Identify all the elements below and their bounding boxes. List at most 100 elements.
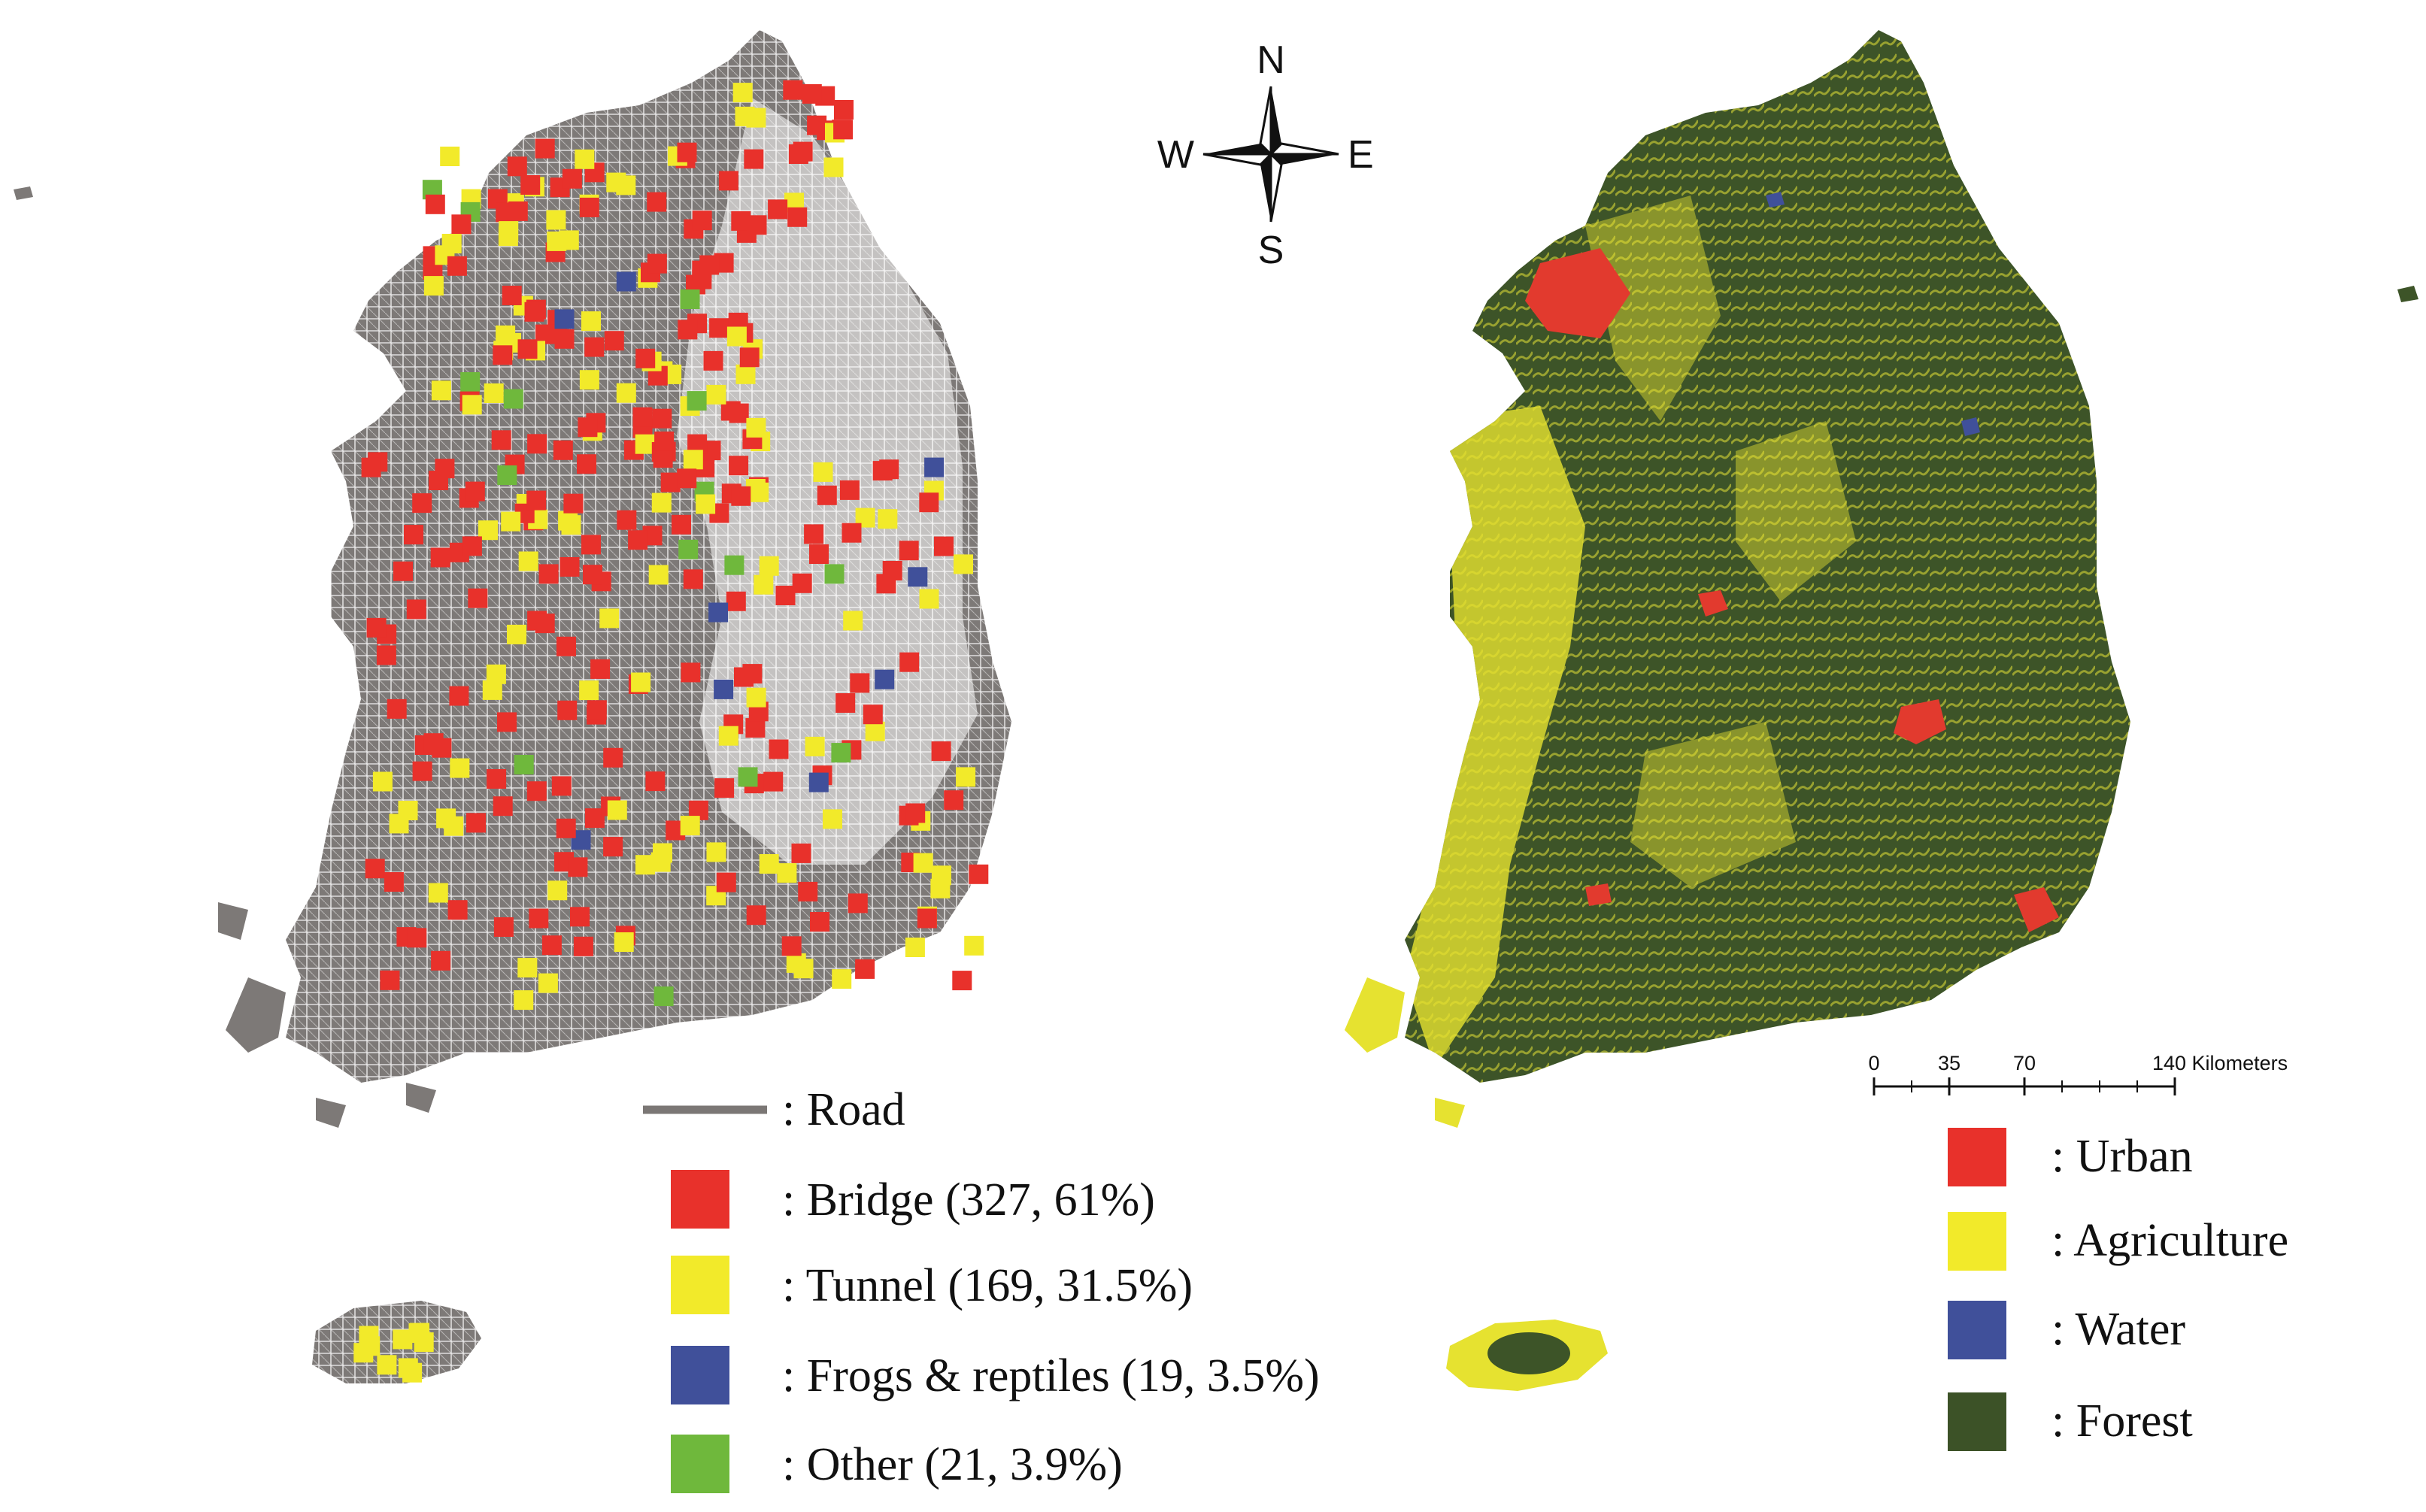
legend-tunnel-swatch	[671, 1256, 729, 1314]
legend-forest-swatch	[1948, 1392, 2006, 1451]
bridge-marker	[524, 301, 544, 322]
bridge-marker	[553, 440, 573, 460]
compass-label-west: W	[1157, 133, 1194, 177]
tunnel-marker	[683, 450, 703, 470]
tunnel-marker	[653, 843, 672, 863]
tunnel-marker	[441, 234, 462, 253]
tunnel-marker	[823, 809, 842, 829]
legend-water-swatch	[1948, 1301, 2006, 1359]
tunnel-marker	[706, 384, 726, 405]
bridge-marker	[551, 776, 572, 796]
legend-bridge-label: : Bridge (327, 61%)	[782, 1174, 1155, 1226]
right-map-land-cover	[1345, 30, 2418, 1391]
bridge-marker	[361, 457, 381, 477]
bridge-marker	[366, 617, 387, 638]
bridge-marker	[447, 900, 468, 920]
bridge-marker	[468, 588, 488, 608]
bridge-marker	[432, 738, 452, 758]
western-islands	[218, 902, 436, 1128]
tunnel-marker	[956, 767, 976, 787]
bridge-marker	[449, 686, 469, 706]
small-island-west	[14, 186, 33, 200]
bridge-marker	[917, 908, 937, 929]
legend-urban-label: : Urban	[2051, 1131, 2193, 1182]
tunnel-marker	[905, 938, 925, 957]
bridge-marker	[652, 408, 672, 429]
other-marker	[678, 539, 699, 559]
tunnel-marker	[607, 800, 627, 820]
bridge-marker	[863, 704, 883, 725]
tunnel-marker	[759, 556, 779, 576]
tunnel-marker	[631, 672, 651, 692]
tunnel-marker	[878, 509, 898, 529]
bridge-marker	[699, 255, 720, 275]
tunnel-marker	[919, 589, 939, 609]
tunnel-marker	[696, 494, 716, 514]
bridge-marker	[792, 573, 812, 593]
bridge-marker	[526, 781, 547, 801]
central-agriculture-patches	[1585, 195, 1856, 887]
legend-frogs-reptiles-label: : Frogs & reptiles (19, 3.5%)	[782, 1350, 1320, 1401]
frogs-reptiles-marker	[924, 457, 945, 477]
bridge-marker	[734, 667, 754, 687]
tunnel-marker	[377, 1355, 397, 1375]
busan-urban-area	[2014, 887, 2059, 932]
frogs-reptiles-marker	[554, 309, 575, 329]
bridge-marker	[380, 970, 400, 990]
tunnel-marker	[648, 565, 669, 585]
tunnel-marker	[823, 157, 844, 177]
bridge-marker	[709, 318, 729, 338]
tunnel-marker	[746, 417, 766, 438]
bridge-marker	[587, 700, 607, 720]
tunnel-marker	[428, 883, 448, 903]
tunnel-marker	[735, 364, 756, 384]
tunnel-marker	[913, 853, 933, 873]
bridge-marker	[703, 350, 723, 371]
bridge-marker	[404, 525, 423, 545]
scale-bar: 0 35 70 140 Kilometers	[1868, 1052, 2288, 1095]
other-marker	[503, 389, 523, 409]
tunnel-marker	[514, 990, 534, 1011]
daejeon-urban-area	[1698, 590, 1728, 617]
tunnel-marker	[954, 554, 973, 574]
tunnel-marker	[606, 172, 626, 192]
bridge-marker	[425, 194, 445, 214]
frogs-reptiles-marker	[714, 679, 734, 699]
bridge-marker	[584, 337, 605, 357]
bridge-marker	[365, 859, 385, 879]
bridge-marker	[563, 493, 584, 514]
bridge-marker	[581, 535, 601, 555]
bridge-marker	[517, 339, 538, 359]
tunnel-marker	[547, 231, 567, 251]
bridge-marker	[578, 417, 598, 438]
tunnel-marker	[440, 147, 460, 166]
bridge-marker	[718, 171, 738, 191]
bridge-marker	[493, 796, 513, 817]
bridge-marker	[526, 490, 547, 511]
tunnel-marker	[616, 383, 636, 403]
bridge-marker	[745, 718, 766, 738]
tunnel-marker	[501, 511, 521, 532]
bridge-marker	[535, 324, 556, 344]
legend-urban-swatch	[1948, 1128, 2006, 1186]
tunnel-marker	[865, 721, 885, 741]
bridge-marker	[541, 935, 562, 956]
other-marker	[724, 555, 744, 575]
tunnel-marker	[482, 680, 502, 700]
bridge-marker	[412, 493, 432, 514]
bridge-marker	[384, 872, 404, 892]
legend-agriculture-swatch	[1948, 1212, 2006, 1271]
scale-label-70: 70	[2013, 1052, 2036, 1074]
bridge-marker	[729, 456, 749, 476]
bridge-marker	[802, 83, 822, 104]
tunnel-marker	[398, 801, 418, 820]
tunnel-marker	[518, 551, 538, 571]
bridge-marker	[376, 645, 396, 665]
bridge-marker	[577, 454, 596, 474]
frogs-reptiles-marker	[875, 669, 895, 689]
bridge-marker	[833, 120, 854, 140]
bridge-marker	[899, 541, 919, 561]
compass-label-south: S	[1258, 229, 1284, 272]
tunnel-marker	[431, 380, 451, 401]
other-marker	[831, 743, 851, 763]
